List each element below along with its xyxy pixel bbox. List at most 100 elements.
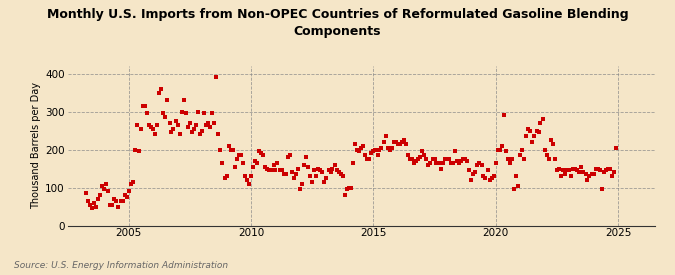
- Text: Monthly U.S. Imports from Non-OPEC Countries of Reformulated Gasoline Blending
C: Monthly U.S. Imports from Non-OPEC Count…: [47, 8, 628, 38]
- Point: [515, 153, 526, 158]
- Point: [495, 147, 506, 152]
- Point: [132, 123, 142, 127]
- Point: [190, 123, 201, 127]
- Point: [272, 161, 283, 165]
- Point: [217, 161, 227, 165]
- Point: [260, 164, 271, 169]
- Point: [313, 166, 324, 171]
- Point: [315, 168, 325, 173]
- Point: [254, 149, 265, 154]
- Point: [605, 166, 616, 171]
- Point: [406, 157, 417, 161]
- Point: [258, 153, 269, 158]
- Point: [335, 172, 346, 177]
- Point: [431, 161, 442, 165]
- Point: [152, 123, 163, 127]
- Point: [388, 140, 399, 144]
- Point: [390, 140, 401, 144]
- Point: [484, 178, 495, 182]
- Point: [370, 147, 381, 152]
- Point: [192, 109, 203, 114]
- Point: [417, 149, 428, 154]
- Point: [342, 187, 352, 192]
- Point: [350, 142, 360, 146]
- Point: [234, 153, 244, 158]
- Point: [142, 111, 153, 116]
- Point: [533, 130, 544, 135]
- Point: [466, 178, 477, 182]
- Point: [507, 157, 518, 161]
- Point: [496, 144, 507, 148]
- Point: [270, 168, 281, 173]
- Point: [215, 147, 226, 152]
- Point: [419, 153, 430, 158]
- Point: [164, 121, 175, 125]
- Text: Source: U.S. Energy Information Administration: Source: U.S. Energy Information Administ…: [14, 260, 227, 270]
- Point: [392, 142, 403, 146]
- Point: [198, 111, 209, 116]
- Point: [240, 174, 250, 178]
- Point: [344, 185, 354, 190]
- Point: [227, 147, 238, 152]
- Point: [356, 145, 367, 150]
- Point: [182, 125, 193, 129]
- Point: [386, 145, 397, 150]
- Point: [560, 172, 570, 177]
- Point: [599, 170, 610, 175]
- Point: [223, 144, 234, 148]
- Point: [403, 153, 414, 158]
- Point: [404, 157, 415, 161]
- Point: [452, 159, 462, 163]
- Point: [448, 161, 458, 165]
- Point: [95, 193, 105, 197]
- Point: [470, 170, 481, 175]
- Point: [608, 170, 619, 175]
- Point: [148, 126, 159, 131]
- Point: [541, 153, 552, 158]
- Point: [117, 199, 128, 203]
- Point: [184, 121, 195, 125]
- Point: [517, 147, 528, 152]
- Point: [558, 168, 568, 173]
- Point: [537, 117, 548, 121]
- Point: [174, 132, 185, 137]
- Point: [566, 174, 576, 178]
- Point: [248, 164, 259, 169]
- Point: [266, 168, 277, 173]
- Point: [331, 168, 342, 173]
- Point: [278, 172, 289, 177]
- Point: [246, 174, 256, 178]
- Point: [280, 172, 291, 177]
- Point: [462, 159, 472, 163]
- Point: [170, 119, 181, 123]
- Point: [509, 187, 520, 192]
- Point: [276, 168, 287, 173]
- Point: [103, 189, 114, 194]
- Point: [321, 176, 332, 180]
- Point: [580, 172, 591, 177]
- Point: [99, 187, 109, 192]
- Point: [460, 157, 470, 161]
- Point: [378, 140, 389, 144]
- Point: [323, 168, 334, 173]
- Point: [296, 182, 307, 186]
- Point: [352, 147, 362, 152]
- Point: [443, 157, 454, 161]
- Point: [454, 161, 464, 165]
- Point: [398, 138, 409, 142]
- Point: [412, 157, 423, 161]
- Point: [450, 149, 460, 154]
- Point: [574, 170, 585, 175]
- Point: [588, 172, 599, 177]
- Point: [529, 134, 540, 138]
- Point: [523, 126, 534, 131]
- Point: [325, 170, 336, 175]
- Point: [130, 147, 140, 152]
- Point: [333, 170, 344, 175]
- Point: [109, 197, 120, 201]
- Point: [456, 159, 466, 163]
- Point: [172, 123, 183, 127]
- Point: [556, 174, 566, 178]
- Point: [340, 193, 350, 197]
- Point: [545, 138, 556, 142]
